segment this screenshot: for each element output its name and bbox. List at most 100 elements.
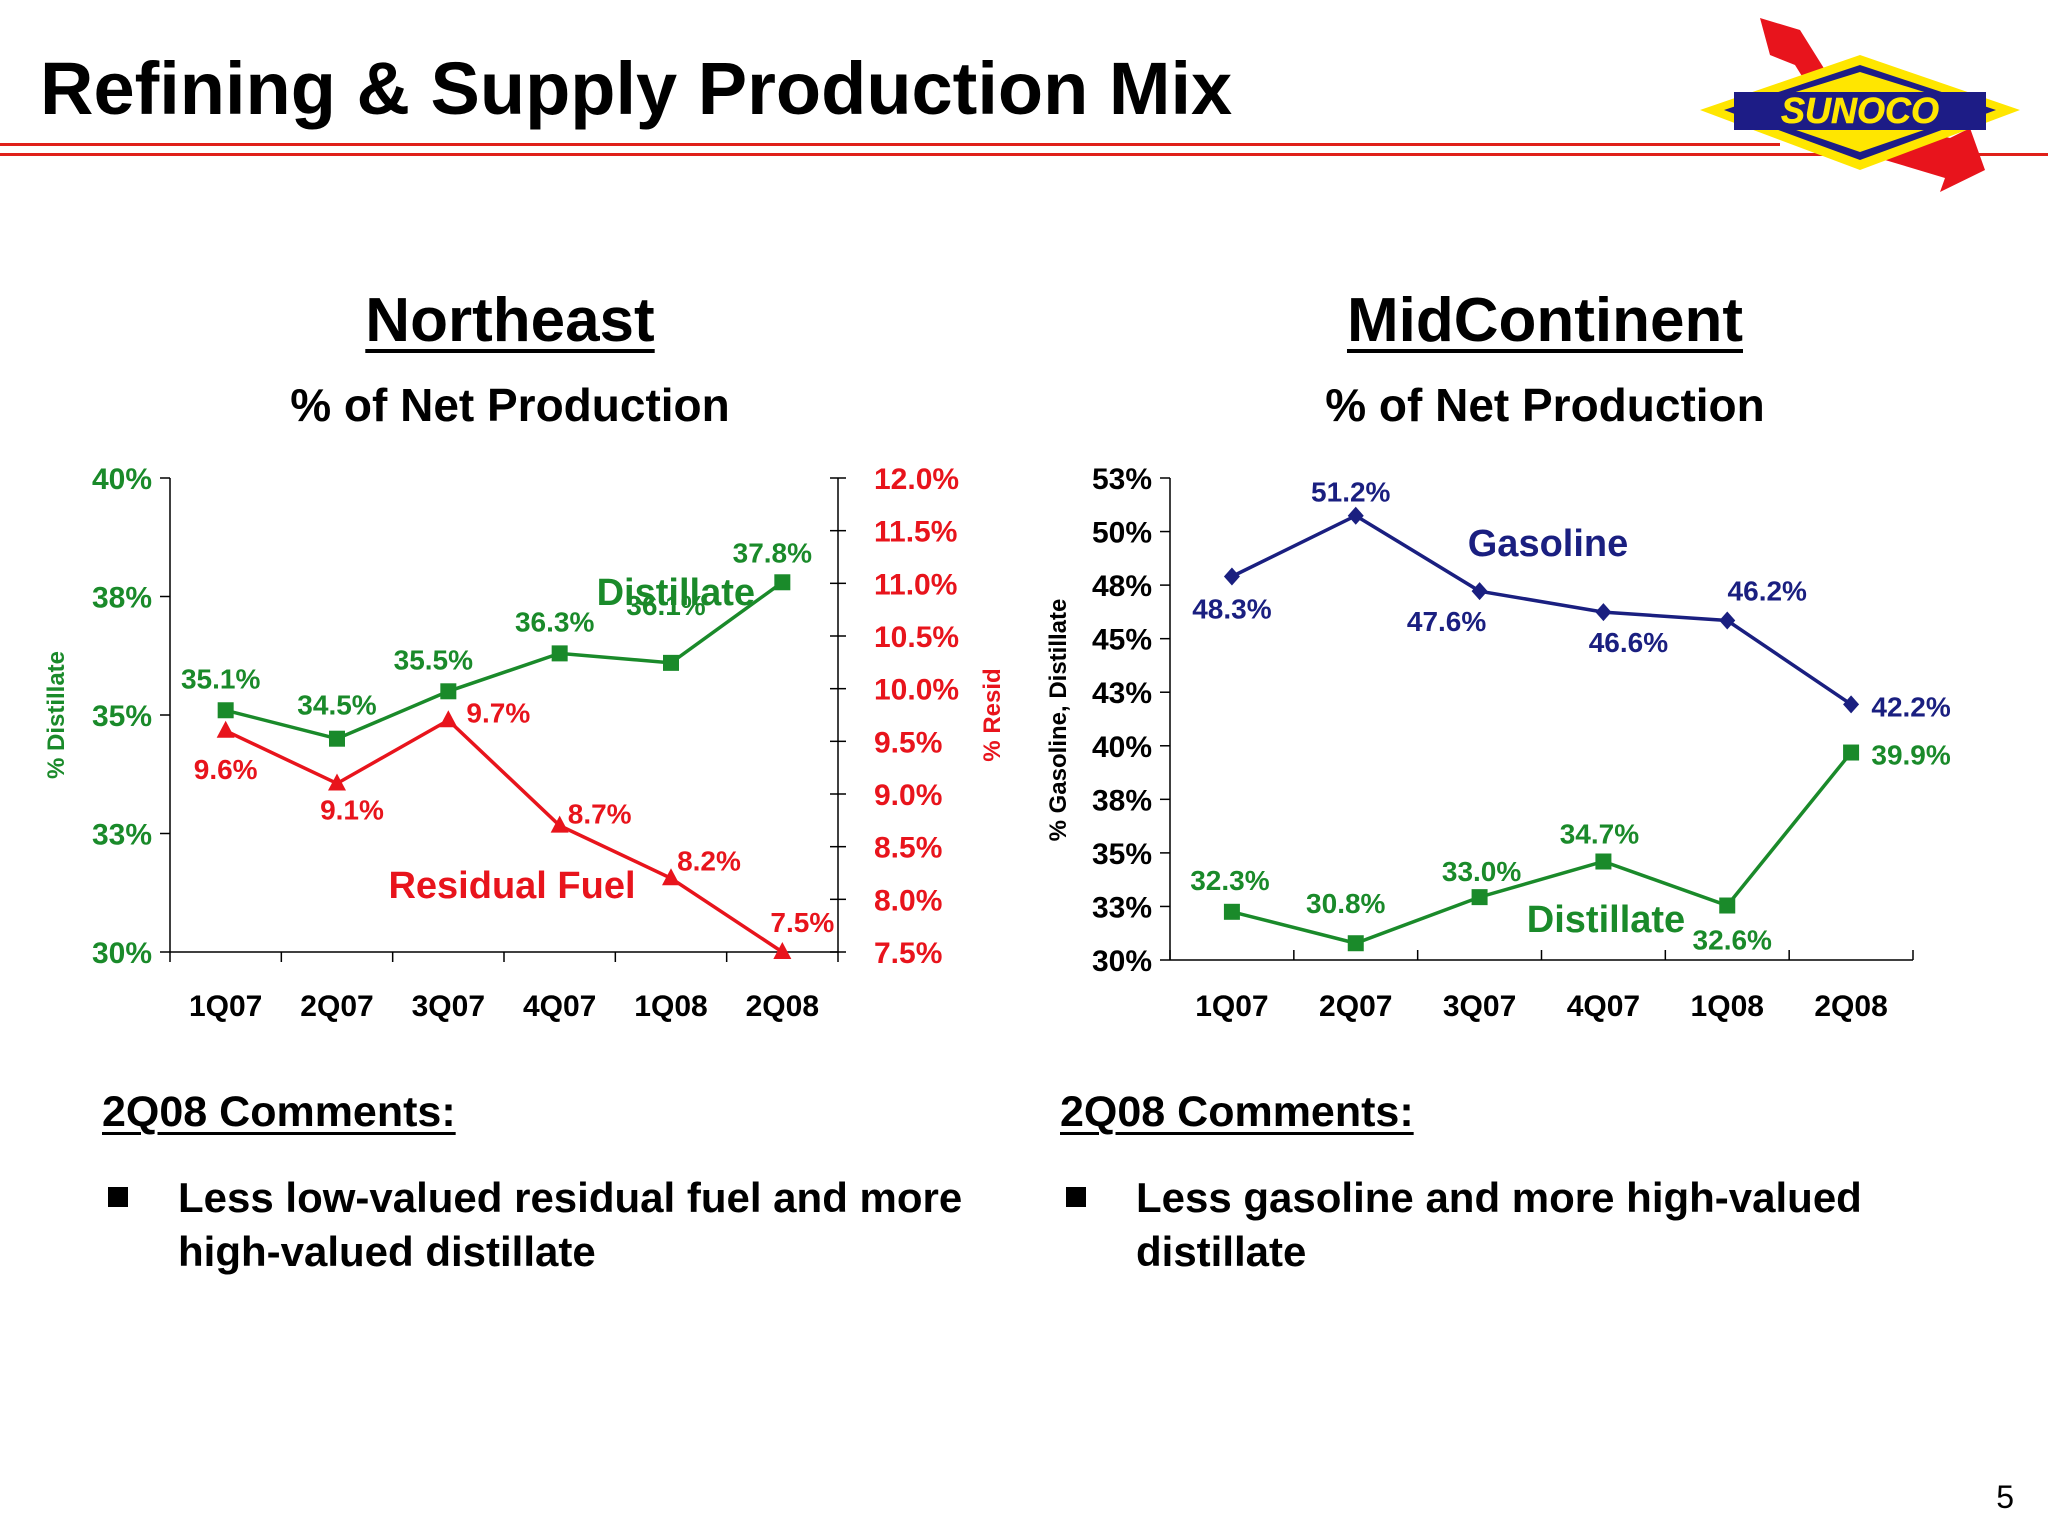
northeast-comment-item: Less low-valued residual fuel and more h…: [102, 1171, 982, 1279]
distillate-data-label: 32.6%: [1693, 925, 1772, 956]
bullet-icon: [1066, 1187, 1086, 1207]
right-tick-label: 8.5%: [874, 832, 942, 865]
right-tick-label: 10.5%: [874, 621, 959, 654]
gasoline-point: [1223, 567, 1240, 586]
x-tick-label: 4Q07: [523, 990, 596, 1023]
distillate-point: [440, 683, 457, 700]
distillate-series-label: Distillate: [1527, 899, 1685, 941]
residual-data-label: 9.6%: [194, 754, 258, 785]
midcontinent-comments-heading: 2Q08 Comments:: [1060, 1088, 1414, 1136]
residual-line: [224, 718, 784, 954]
residual-point: [773, 942, 792, 959]
gasoline-point: [1471, 582, 1488, 601]
left-tick-label: 30%: [92, 937, 152, 970]
distillate-data-label: 35.5%: [394, 644, 473, 675]
distillate-data-label: 37.8%: [733, 537, 812, 568]
left-tick-label: 40%: [92, 463, 152, 496]
x-tick-label: 2Q07: [1319, 990, 1392, 1023]
y-axis-title: % Distillate: [43, 651, 70, 779]
midcontinent-subheading: % of Net Production: [1325, 379, 1765, 431]
right-tick-label: 9.0%: [874, 779, 942, 812]
gasoline-data-label: 48.3%: [1192, 593, 1271, 624]
y2-axis-title: % Resid: [979, 668, 1006, 761]
northeast-heading: Northeast % of Net Production: [210, 286, 810, 431]
midcontinent-comments: 2Q08 Comments: Less gasoline and more hi…: [1060, 1088, 1960, 1279]
midcontinent-chart: 30% 33% 35% 38% 40% 43% 45% 48% 50% 53% 1Q07 2Q07 3Q…: [1045, 463, 1951, 1023]
distillate-point: [551, 645, 568, 662]
northeast-comment-text: Less low-valued residual fuel and more h…: [178, 1174, 963, 1275]
y-tick-label: 48%: [1092, 570, 1152, 603]
gasoline-point: [1843, 695, 1860, 714]
residual-point: [216, 720, 235, 738]
northeast-comment-list: Less low-valued residual fuel and more h…: [102, 1171, 982, 1279]
right-tick-label: 9.5%: [874, 726, 942, 759]
northeast-subheading: % of Net Production: [290, 379, 730, 431]
x-tick-label: 1Q07: [189, 990, 262, 1023]
gasoline-series-label: Gasoline: [1468, 523, 1629, 565]
y-tick-label: 45%: [1092, 624, 1152, 657]
distillate-point: [1595, 853, 1612, 870]
y-tick-label: 33%: [1092, 891, 1152, 924]
distillate-line: [225, 580, 784, 741]
residual-data-label: 9.7%: [466, 697, 530, 728]
distillate-point: [1223, 903, 1240, 920]
residual-data-label: 9.1%: [320, 794, 384, 825]
residual-data-label: 8.7%: [568, 799, 632, 830]
distillate-point: [1347, 935, 1364, 952]
midcontinent-heading: MidContinent % of Net Production: [1245, 286, 1845, 431]
residual-point: [550, 815, 569, 833]
distillate-data-label: 33.0%: [1442, 856, 1521, 887]
distillate-point: [1719, 897, 1736, 914]
title-rule-top: [0, 143, 1780, 146]
gasoline-data-label: 46.6%: [1589, 627, 1668, 658]
gasoline-data-label: 47.6%: [1407, 606, 1486, 637]
residual-series-label: Residual Fuel: [388, 865, 635, 907]
slide-title: Refining & Supply Production Mix: [40, 47, 1233, 130]
northeast-chart: 30% 33% 35% 38% 40% 7.5% 8.0% 8.5% 9.0% 9.5% 10.0%…: [43, 463, 1006, 1023]
residual-data-label: 7.5%: [770, 907, 834, 938]
left-tick-label: 38%: [92, 582, 152, 615]
distillate-data-label: 35.1%: [181, 663, 260, 694]
x-tick-label: 3Q07: [1443, 990, 1516, 1023]
y-tick-label: 38%: [1092, 784, 1152, 817]
distillate-point: [329, 730, 345, 747]
gasoline-data-label: 46.2%: [1728, 576, 1807, 607]
distillate-series-label: Distillate: [597, 572, 755, 614]
distillate-point: [774, 574, 791, 591]
left-tick-label: 33%: [92, 819, 152, 852]
x-tick-label: 1Q08: [634, 990, 707, 1023]
page-number: 5: [1996, 1479, 2014, 1515]
residual-data-label: 8.2%: [677, 845, 741, 876]
midcontinent-comment-list: Less gasoline and more high-valued disti…: [1060, 1171, 1960, 1279]
gasoline-point: [1347, 506, 1364, 525]
northeast-region: Northeast: [365, 286, 655, 355]
right-tick-label: 10.0%: [874, 674, 959, 707]
residual-point: [439, 710, 458, 728]
title-rule-bottom: [0, 153, 2048, 156]
y-tick-label: 53%: [1092, 463, 1152, 496]
midcontinent-region: MidContinent: [1346, 286, 1743, 355]
y-axis-title: % Gasoline, Distillate: [1045, 599, 1072, 842]
distillate-data-label: 30.8%: [1306, 888, 1385, 919]
left-tick-label: 35%: [92, 700, 152, 733]
distillate-point: [663, 654, 679, 671]
x-tick-label: 2Q07: [300, 990, 373, 1023]
x-tick-label: 3Q07: [412, 990, 485, 1023]
x-tick-label: 1Q07: [1195, 990, 1268, 1023]
gasoline-data-label: 51.2%: [1311, 477, 1390, 508]
distillate-data-label: 36.3%: [515, 606, 594, 637]
residual-point: [662, 868, 680, 886]
gasoline-data-label: 42.2%: [1871, 691, 1950, 722]
sunoco-logo: SUNOCO: [1700, 18, 2020, 192]
gasoline-point: [1719, 611, 1736, 630]
bullet-icon: [108, 1187, 128, 1207]
right-tick-label: 11.5%: [874, 516, 957, 549]
x-tick-label: 1Q08: [1691, 990, 1764, 1023]
distillate-point: [217, 702, 234, 719]
x-tick-label: 2Q08: [1814, 990, 1887, 1023]
distillate-point: [1843, 744, 1860, 761]
logo-text: SUNOCO: [1781, 90, 1939, 131]
y-tick-label: 30%: [1092, 945, 1152, 978]
northeast-comments-heading: 2Q08 Comments:: [102, 1088, 456, 1136]
y-tick-label: 43%: [1092, 677, 1152, 710]
